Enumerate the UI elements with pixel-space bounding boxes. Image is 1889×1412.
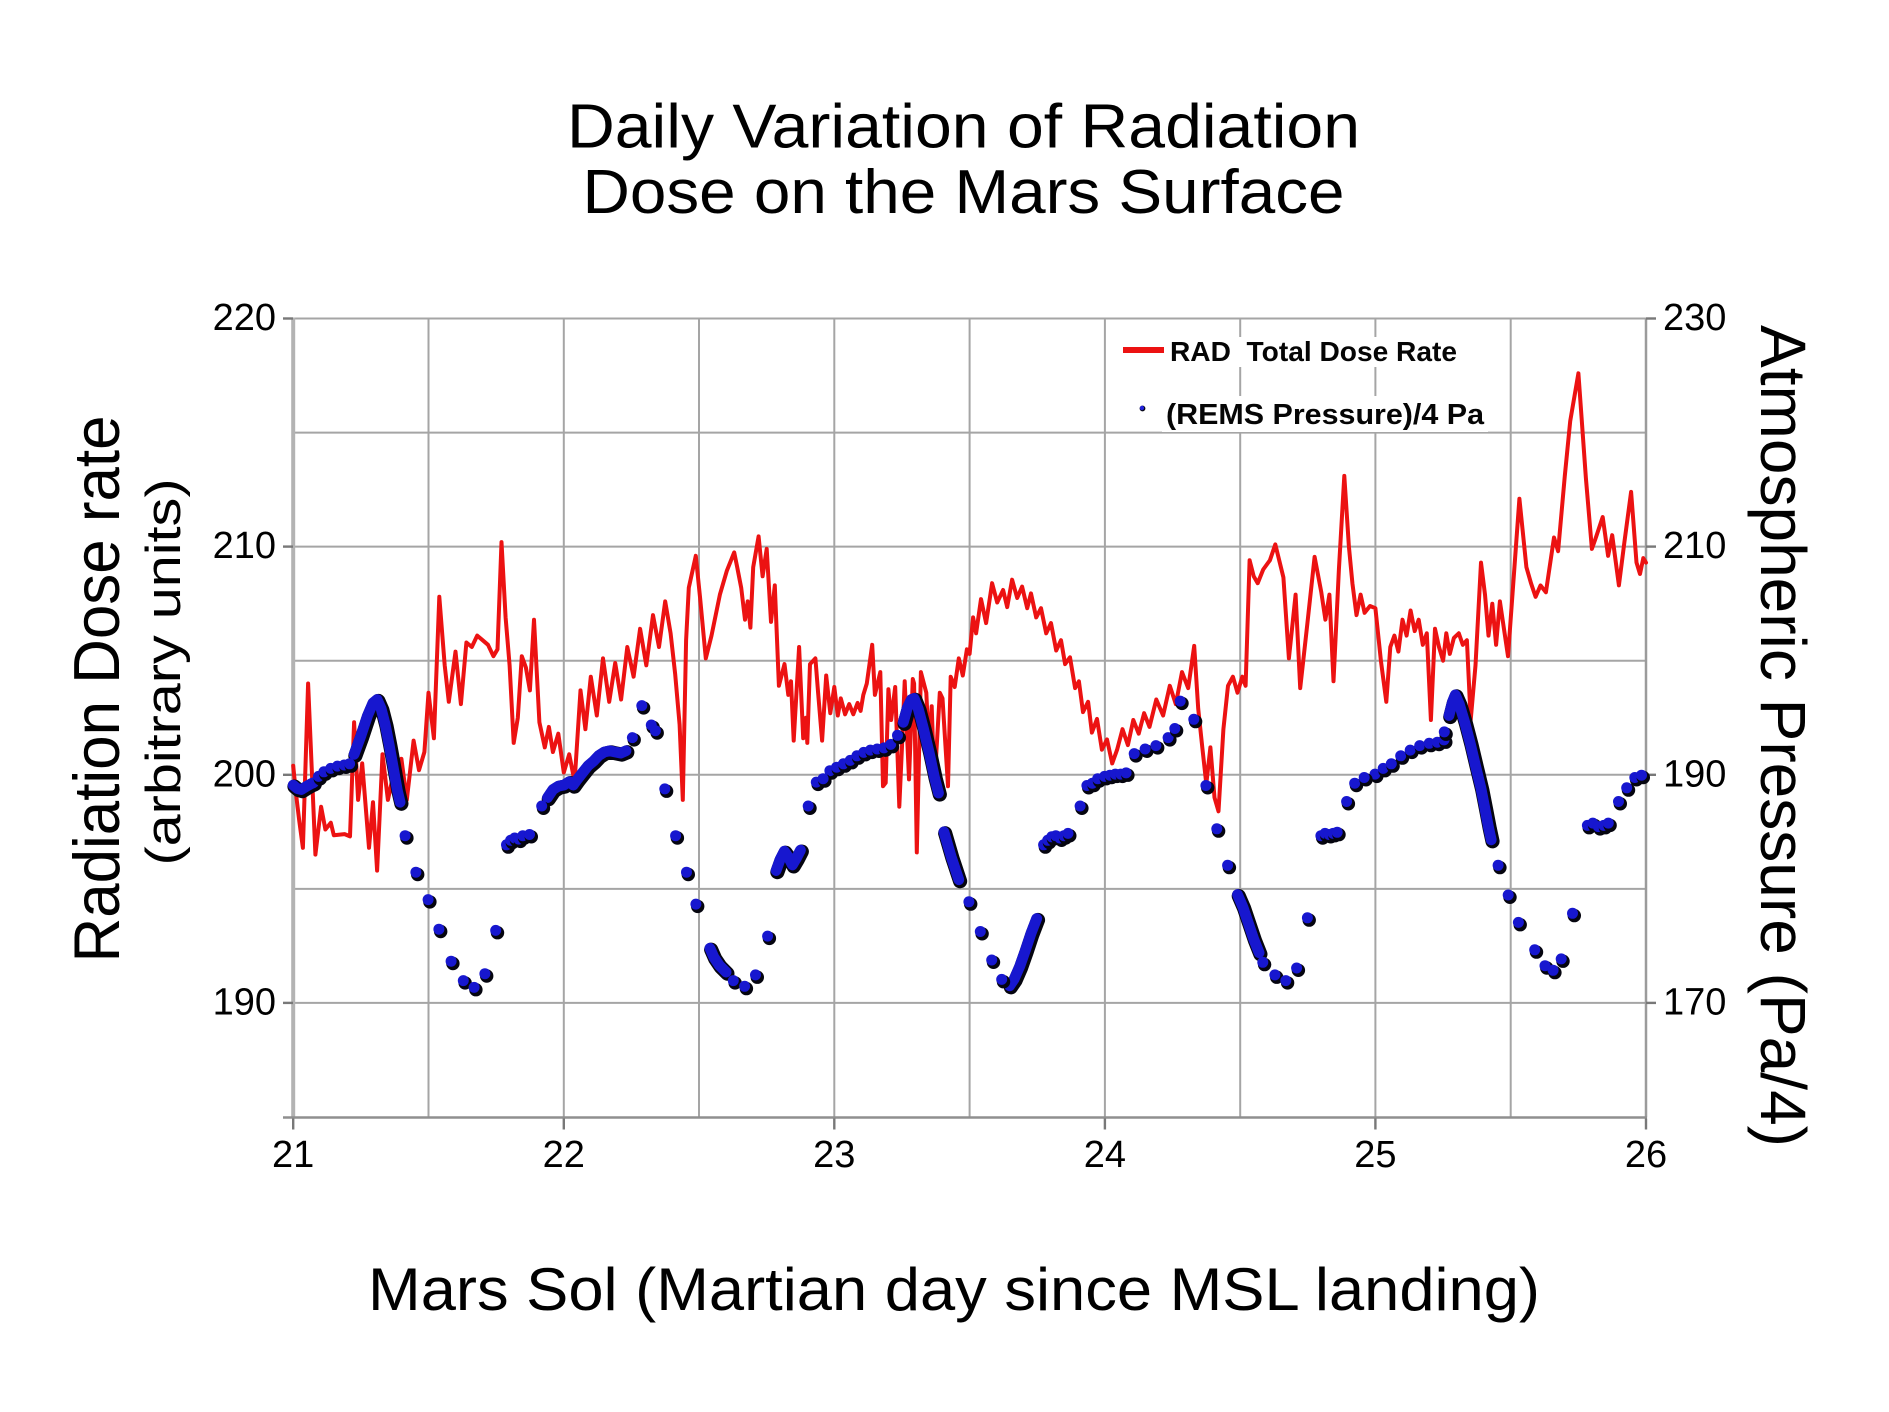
svg-text:26: 26 [1625,1134,1667,1176]
svg-text:23: 23 [813,1134,855,1176]
svg-text:190: 190 [213,981,276,1023]
svg-text:RAD Total Dose Rate: RAD Total Dose Rate [1170,336,1457,367]
svg-text:Mars Sol (Martian day since MS: Mars Sol (Martian day since MSL landing) [368,1256,1540,1323]
svg-text:170: 170 [1663,981,1726,1023]
svg-text:Atmospheric Pressure (Pa/4): Atmospheric Pressure (Pa/4) [1747,325,1819,1147]
svg-text:Dose on the Mars Surface: Dose on the Mars Surface [583,158,1345,227]
svg-text:220: 220 [213,297,276,339]
svg-text:Daily Variation of Radiation: Daily Variation of Radiation [567,93,1360,162]
svg-text:22: 22 [543,1134,585,1176]
svg-text:210: 210 [1663,525,1726,567]
svg-text:Radiation Dose rate: Radiation Dose rate [60,416,133,963]
svg-text:190: 190 [1663,753,1726,795]
svg-text:210: 210 [213,525,276,567]
svg-text:(REMS Pressure)/4 Pa: (REMS Pressure)/4 Pa [1166,399,1485,431]
svg-text:230: 230 [1663,297,1726,339]
svg-text:24: 24 [1084,1134,1126,1176]
svg-text:21: 21 [272,1134,314,1176]
svg-text:(arbitrary units): (arbitrary units) [137,479,191,866]
svg-text:25: 25 [1354,1134,1396,1176]
svg-text:200: 200 [213,753,276,795]
